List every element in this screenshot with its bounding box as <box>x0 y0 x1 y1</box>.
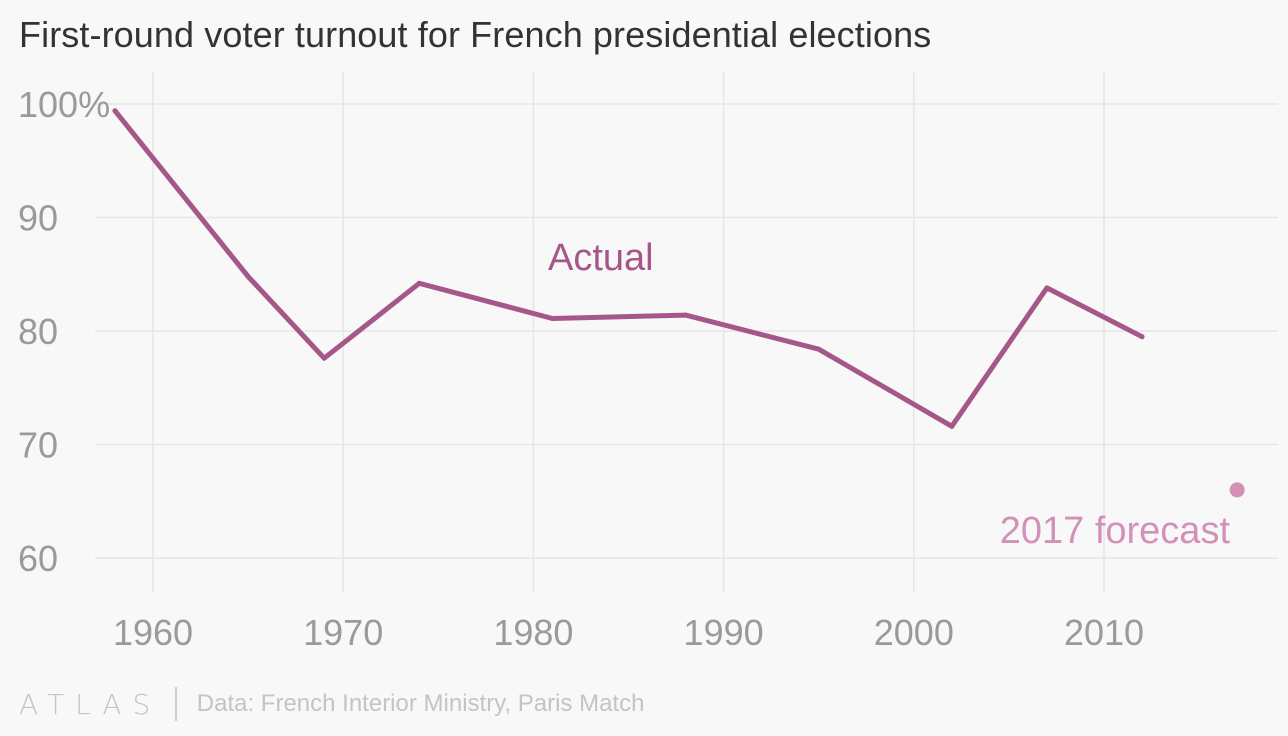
data-point <box>816 346 822 352</box>
x-tick-label: 1980 <box>493 612 573 653</box>
y-tick-label: 60 <box>18 538 58 579</box>
source-note: Data: French Interior Ministry, Paris Ma… <box>196 690 645 717</box>
forecast-point <box>1229 482 1245 498</box>
axis-ticks: 100% 90 80 70 60 1960 1970 1980 1990 2000 2010 <box>18 84 1144 653</box>
y-tick-label: 90 <box>18 198 58 239</box>
line-chart: 100% 90 80 70 60 1960 1970 1980 1990 2000 2010 Act… <box>18 72 1278 653</box>
gridlines <box>95 72 1278 592</box>
data-point <box>949 423 955 429</box>
x-tick-label: 2000 <box>874 612 954 653</box>
data-point <box>1139 334 1145 340</box>
data-point <box>416 280 422 286</box>
x-tick-label: 1970 <box>303 612 383 653</box>
data-point <box>683 312 689 318</box>
atlas-logo: ATLAS <box>19 687 162 721</box>
annotation-actual: Actual <box>548 237 654 279</box>
footer-divider <box>175 687 177 721</box>
y-tick-label: 70 <box>18 425 58 466</box>
annotation-forecast: 2017 forecast <box>1000 510 1231 552</box>
x-tick-label: 2010 <box>1064 612 1144 653</box>
data-point <box>112 108 118 114</box>
annotations: Actual 2017 forecast <box>548 237 1230 552</box>
series-layer <box>112 108 1245 498</box>
x-tick-label: 1990 <box>684 612 764 653</box>
data-point <box>549 316 555 322</box>
x-tick-label: 1960 <box>113 612 193 653</box>
series-line-actual <box>112 108 1145 429</box>
y-tick-label: 100% <box>18 84 110 125</box>
data-point <box>245 274 251 280</box>
y-tick-label: 80 <box>18 311 58 352</box>
chart-footer: ATLAS Data: French Interior Ministry, Pa… <box>19 686 644 722</box>
data-point <box>321 355 327 361</box>
data-point <box>1044 285 1050 291</box>
chart-title: First-round voter turnout for French pre… <box>19 14 932 55</box>
